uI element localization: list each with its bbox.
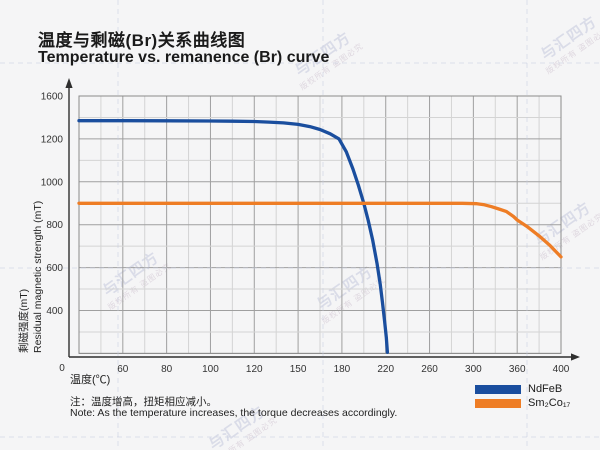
x-tick-label: 260 xyxy=(421,364,438,375)
y-tick-label: 1000 xyxy=(41,177,64,188)
page-title-zh: 温度与剩磁(Br)关系曲线图 xyxy=(38,31,246,50)
x-tick-label: 60 xyxy=(117,364,129,375)
x-tick-label: 220 xyxy=(377,364,394,375)
y-tick-label: 600 xyxy=(46,263,63,274)
y-axis-arrow xyxy=(65,78,73,88)
note-en: Note: As the temperature increases, the … xyxy=(70,407,398,419)
legend-label: Sm₂Co₁₇ xyxy=(528,397,571,409)
y-axis-title-en: Residual magnetic strength (mT) xyxy=(32,200,44,353)
legend-swatch-sm2co17 xyxy=(475,398,521,408)
y-tick-label: 400 xyxy=(46,306,63,317)
x-tick-label: 360 xyxy=(509,364,526,375)
plot-border xyxy=(78,95,562,354)
y-tick-label: 800 xyxy=(46,220,63,231)
x-tick-label: 80 xyxy=(161,364,173,375)
x-tick-label: 150 xyxy=(290,364,307,375)
x-tick-label: 300 xyxy=(465,364,482,375)
legend: NdFeB Sm₂Co₁₇ xyxy=(475,383,570,411)
sm2co17-curve xyxy=(77,201,563,259)
x-tick-label: 400 xyxy=(553,364,570,375)
x-tick-label: 180 xyxy=(334,364,351,375)
y-tick-label: 1200 xyxy=(41,134,64,145)
y-axis-title-zh: 剩磁强度(mT) xyxy=(18,288,30,353)
x-tick-label: 120 xyxy=(246,364,263,375)
legend-item: NdFeB xyxy=(475,383,570,395)
note-zh: 注：温度增高，扭矩相应减小。 xyxy=(70,396,217,408)
legend-label: NdFeB xyxy=(528,383,563,395)
x-axis-title: 温度(℃) xyxy=(70,374,111,386)
legend-swatch-ndfeb xyxy=(475,384,521,394)
x-tick-label: 100 xyxy=(202,364,219,375)
origin-label: 0 xyxy=(59,363,65,374)
page-title-en: Temperature vs. remanence (Br) curve xyxy=(38,49,330,66)
legend-item: Sm₂Co₁₇ xyxy=(475,397,570,409)
ndfeb-curve xyxy=(77,119,390,354)
y-tick-label: 1600 xyxy=(41,92,64,103)
x-axis-arrow xyxy=(571,353,580,361)
